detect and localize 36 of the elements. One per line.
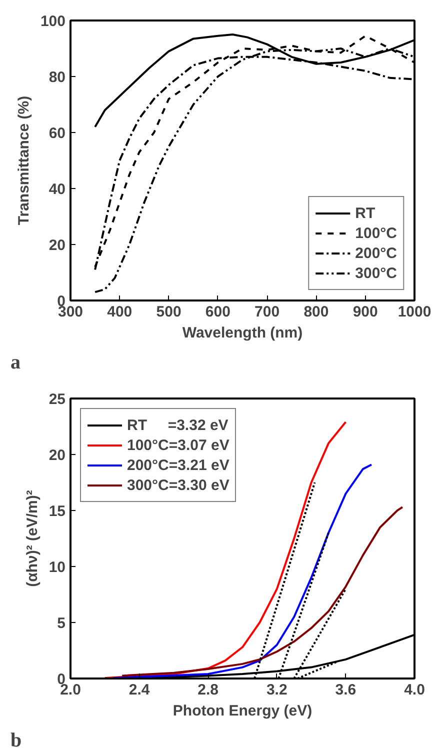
y-axis-title: Transmittance (%): [15, 96, 32, 226]
y-tick-label: 15: [48, 503, 66, 520]
x-axis-title: Photon Energy (eV): [172, 702, 312, 720]
legend-label: RT: [355, 204, 376, 222]
legend-label: 200°C=3.21 eV: [127, 456, 230, 474]
x-tick-label: 2.8: [198, 682, 219, 698]
legend-label: 100°C=3.07 eV: [127, 436, 230, 454]
x-tick-label: 3.6: [335, 682, 356, 698]
x-tick-label: 600: [205, 304, 230, 320]
text: b: [10, 730, 22, 752]
x-tick-label: 900: [352, 304, 378, 320]
y-tick-label: 40: [48, 181, 66, 198]
x-tick-label: 500: [156, 304, 182, 320]
y-tick-label: 20: [48, 447, 66, 464]
x-tick-label: 4.0: [404, 682, 425, 698]
x-tick-label: 1000: [398, 304, 432, 320]
y-tick-label: 25: [48, 391, 66, 408]
legend-label: 300°C: [355, 264, 397, 282]
x-tick-label: 800: [304, 304, 329, 320]
x-axis-title: Wavelength (nm): [182, 324, 303, 342]
x-tick-label: 400: [107, 304, 132, 320]
y-tick-label: 80: [48, 69, 66, 86]
y-tick-label: 10: [48, 559, 66, 576]
y-tick-label: 100: [40, 13, 66, 30]
legend-label: 300°C=3.30 eV: [127, 476, 230, 494]
text: a: [10, 352, 20, 374]
y-tick-label: 60: [48, 125, 66, 142]
x-tick-label: 2.4: [128, 682, 150, 698]
legend-label: 100°C: [355, 224, 397, 242]
x-tick-label: 3.2: [266, 682, 288, 698]
legend-label: RT =3.32 eV: [127, 416, 228, 434]
y-tick-label: 5: [57, 615, 66, 632]
x-tick-label: 700: [254, 304, 280, 320]
y-tick-label: 20: [48, 237, 66, 254]
y-axis-title: (αhν)² (eV/m)²: [24, 490, 41, 587]
legend-label: 200°C: [355, 244, 397, 262]
